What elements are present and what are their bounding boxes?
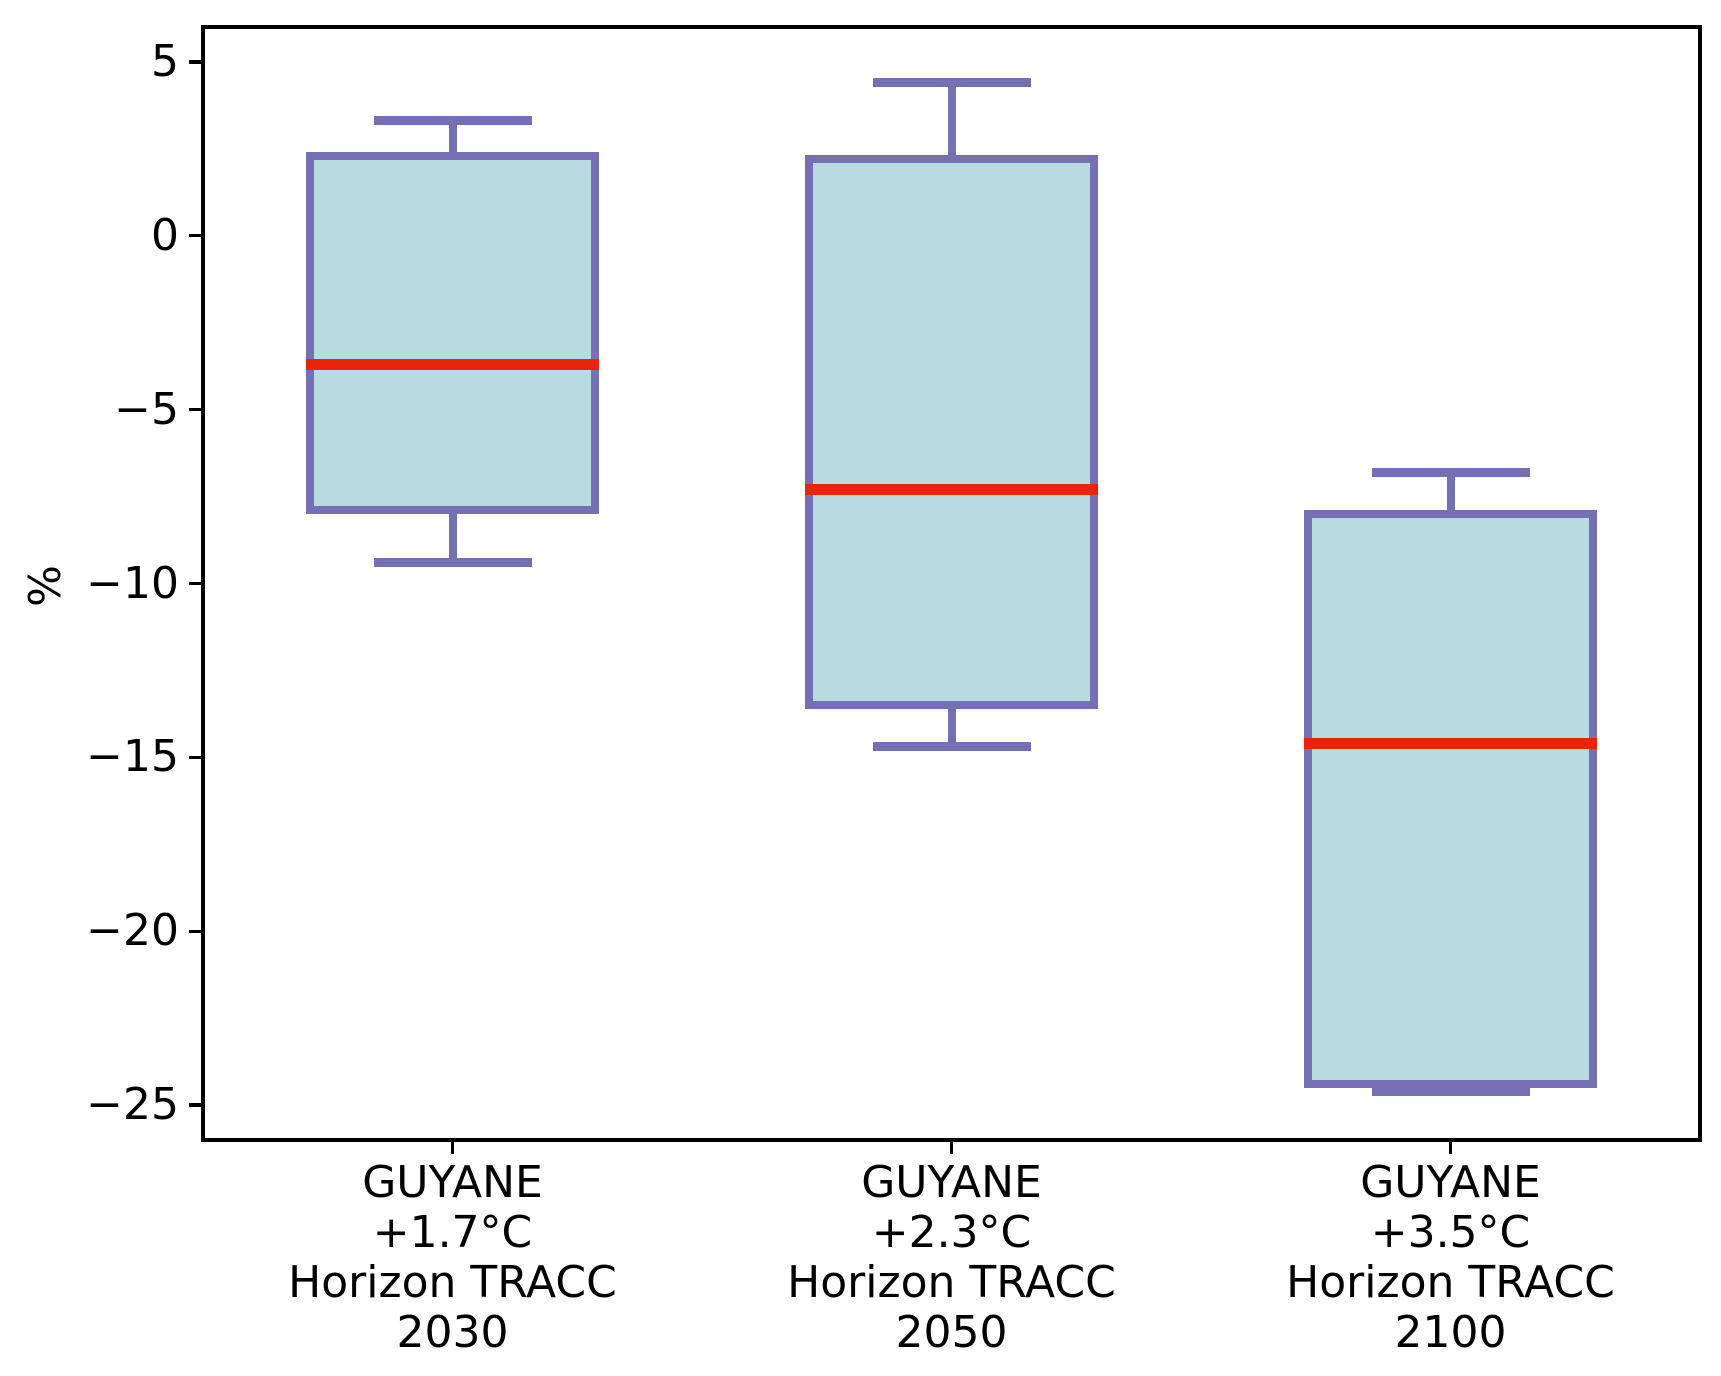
y-tick [189,1103,201,1107]
x-tick-label: GUYANE +2.3°C Horizon TRACC 2050 [787,1157,1116,1358]
y-tick-label: −5 [114,383,179,435]
y-tick [189,233,201,238]
median-line [805,484,1098,496]
y-tick [189,755,201,760]
spine-top [201,25,1702,29]
box-rect [306,151,599,515]
whisker-cap-low [1371,1086,1530,1096]
whisker-low-line [947,705,956,747]
whisker-high-line [1446,472,1455,514]
x-tick-label: GUYANE +1.7°C Horizon TRACC 2030 [288,1157,617,1358]
whisker-cap-high [872,78,1031,88]
whisker-low-line [448,510,457,563]
median-line [1304,737,1597,749]
box-rect [1304,509,1597,1089]
y-tick [189,581,201,586]
box-rect [805,155,1098,710]
median-line [306,358,599,370]
spine-right [1698,25,1702,1142]
x-tick [949,1142,954,1154]
whisker-cap-low [872,742,1031,752]
x-tick-label: GUYANE +3.5°C Horizon TRACC 2100 [1286,1157,1615,1358]
x-tick [450,1142,455,1154]
y-tick-label: −15 [86,731,179,783]
y-tick [189,929,201,934]
y-tick-label: 0 [151,209,179,261]
whisker-high-line [448,120,457,156]
y-tick-label: −10 [86,557,179,609]
whisker-cap-high [1371,467,1530,477]
spine-bottom [201,1138,1702,1142]
y-tick [189,407,201,412]
whisker-cap-high [373,116,532,126]
y-tick-label: −25 [86,1079,179,1131]
whisker-cap-low [373,558,532,568]
x-tick [1448,1142,1453,1154]
y-tick-label: −20 [86,905,179,957]
whisker-high-line [947,82,956,160]
y-tick [189,60,201,64]
y-tick-label: 5 [151,35,179,87]
spine-left [201,25,205,1142]
